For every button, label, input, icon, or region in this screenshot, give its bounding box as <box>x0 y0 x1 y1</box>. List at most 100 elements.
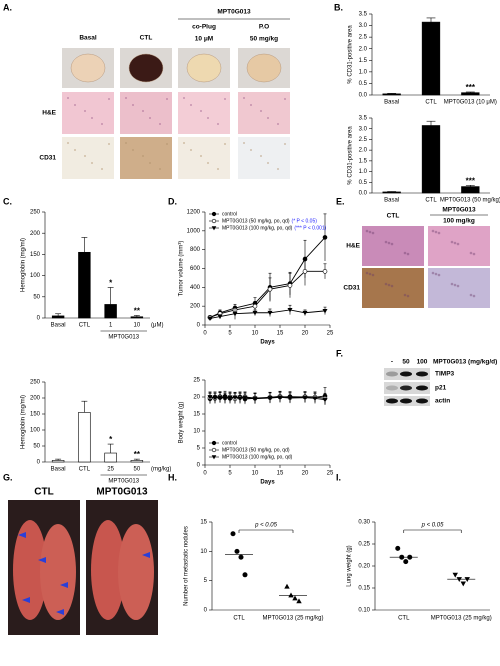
marker <box>222 396 228 401</box>
significance: ** <box>134 450 141 459</box>
panel-label: H. <box>168 472 177 482</box>
x-tick-label: CTL <box>79 323 91 329</box>
texture <box>142 110 144 112</box>
x-axis-label: Days <box>260 340 275 346</box>
x-tick-label: 10 <box>252 471 259 477</box>
texture <box>371 273 375 277</box>
lung <box>13 520 47 620</box>
x-tick-label: 0 <box>203 471 207 477</box>
annotation: p < 0.05 <box>254 523 278 529</box>
bar <box>78 412 91 463</box>
texture <box>384 282 388 286</box>
series-line <box>209 270 325 318</box>
texture <box>159 168 161 170</box>
texture <box>200 155 202 157</box>
marker <box>284 583 290 589</box>
legend-note: (*** P < 0.001) <box>294 225 326 231</box>
legend-marker <box>211 226 217 231</box>
bar <box>461 92 480 96</box>
marker <box>207 395 213 400</box>
legend-marker <box>211 447 217 453</box>
y-tick-label: 150 <box>30 252 41 258</box>
texture <box>190 104 192 106</box>
lane-label: 100 <box>417 359 428 366</box>
y-tick-label: 3.0 <box>359 126 368 132</box>
texture <box>456 284 460 288</box>
bar <box>421 125 441 194</box>
micrograph <box>178 92 230 134</box>
texture <box>84 155 86 157</box>
y-tick-label: 0 <box>204 608 208 614</box>
legend-marker <box>211 440 217 446</box>
lung <box>40 524 76 620</box>
legend-label: MPT0G013 (100 mg/kg, po, qd) <box>222 454 293 460</box>
panel-label: F. <box>336 348 343 358</box>
marker <box>287 283 293 288</box>
y-tick-label: 2.5 <box>359 35 368 41</box>
significance: ** <box>134 307 141 316</box>
y-tick-label: 0.30 <box>358 520 370 526</box>
x-tick-label: MPT0G013 (50 mg/kg) <box>440 198 500 204</box>
bar <box>78 251 91 319</box>
band <box>416 385 428 391</box>
y-tick-label: 0 <box>197 463 201 469</box>
marker <box>212 396 218 401</box>
texture <box>469 293 473 297</box>
x-tick-label: 25 <box>327 331 334 337</box>
texture <box>149 162 151 164</box>
y-tick-label: 2.0 <box>359 148 368 154</box>
texture <box>166 143 168 145</box>
texture <box>91 117 93 119</box>
treatment-label: MPT0G013 (mg/kg/d) <box>433 359 497 366</box>
texture <box>403 293 407 297</box>
y-tick-label: 3.5 <box>359 12 368 18</box>
texture <box>368 230 372 234</box>
y-tick-label: 0 <box>197 323 201 329</box>
y-tick-label: 3.5 <box>359 116 368 122</box>
texture <box>434 230 438 234</box>
x-tick-label: 1 <box>109 323 113 329</box>
lane-label: - <box>391 359 393 366</box>
panel-label: I. <box>336 472 341 482</box>
marker <box>252 303 258 309</box>
column-dose: 10 μM <box>195 36 213 43</box>
arrow <box>38 557 46 563</box>
y-tick-label: 1.0 <box>359 169 368 175</box>
marker <box>296 598 302 604</box>
lane-label: 50 <box>402 359 410 366</box>
marker <box>227 395 233 401</box>
x-tick-label: MPT0G013 (25 mg/kg) <box>262 616 323 622</box>
legend-marker <box>211 455 217 460</box>
bar <box>421 21 441 96</box>
legend-label: MPT0G013 (100 mg/kg, po, qd) <box>222 225 293 231</box>
texture <box>224 98 226 100</box>
texture <box>243 142 245 144</box>
y-tick-label: 0.5 <box>359 180 368 186</box>
micrograph <box>62 137 114 179</box>
texture <box>260 110 262 112</box>
panel-label: G. <box>3 472 13 482</box>
texture <box>384 240 388 244</box>
significance: * <box>109 279 113 288</box>
panel-label: A. <box>3 2 12 12</box>
x-tick-label: CTL <box>79 467 91 473</box>
micrograph <box>428 268 490 308</box>
x-tick-label: 25 <box>107 467 114 473</box>
y-tick-label: 10 <box>193 429 200 435</box>
lung <box>91 520 125 620</box>
texture <box>284 98 286 100</box>
y-tick-label: 20 <box>193 395 200 401</box>
series-line <box>209 309 326 319</box>
y-tick-label: 50 <box>33 294 40 300</box>
plug <box>246 53 282 83</box>
y-tick-label: 1.0 <box>359 69 368 75</box>
texture <box>108 98 110 100</box>
column-label: CTL <box>34 487 53 498</box>
marker <box>267 286 273 292</box>
texture <box>250 149 252 151</box>
texture <box>84 110 86 112</box>
y-tick-label: 0.10 <box>358 608 370 614</box>
panel-label: B. <box>334 2 343 12</box>
texture <box>67 142 69 144</box>
texture <box>284 143 286 145</box>
